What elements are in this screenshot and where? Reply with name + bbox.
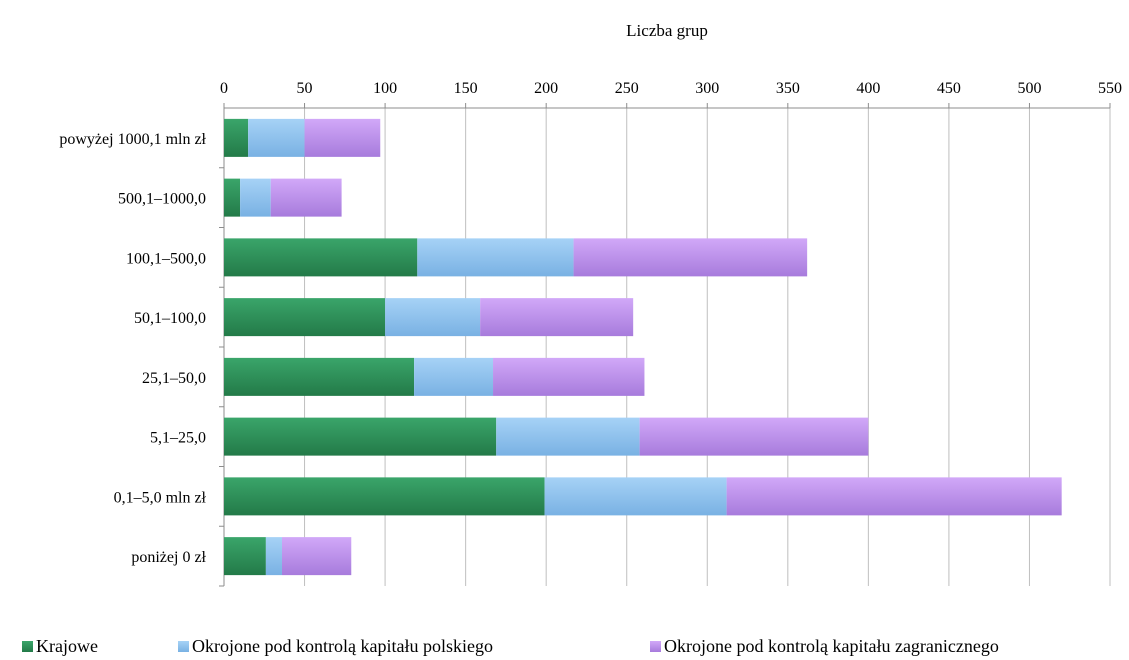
category-label: 100,1–500,0 (126, 250, 206, 267)
bar-segment (224, 477, 545, 516)
legend-label: Okrojone pod kontrolą kapitału polskiego (192, 636, 493, 656)
bar-segment (224, 118, 249, 157)
bar-segment (493, 357, 645, 396)
bar-segment (496, 417, 640, 456)
x-tick-label: 500 (1017, 80, 1041, 97)
x-tick-label: 400 (856, 80, 880, 97)
bar-segment (265, 537, 282, 576)
legend-item: Okrojone pod kontrolą kapitału polskiego (178, 636, 493, 656)
bar-segment (304, 118, 381, 157)
category-label: powyżej 1000,1 mln zł (59, 131, 206, 148)
x-tick-label: 250 (615, 80, 639, 97)
bar-segment (240, 178, 271, 217)
bar-segment (726, 477, 1062, 516)
bar-segment (414, 357, 494, 396)
legend-label: Krajowe (36, 636, 98, 656)
x-tick-label: 450 (937, 80, 961, 97)
bar-segment (224, 238, 418, 277)
legend-label: Okrojone pod kontrolą kapitału zagranicz… (664, 636, 999, 656)
category-label: 0,1–5,0 mln zł (114, 489, 207, 506)
bar-segment (385, 298, 481, 337)
bar-segment (224, 537, 266, 576)
bar-segment (544, 477, 727, 516)
x-tick-label: 0 (220, 80, 228, 97)
category-label: 500,1–1000,0 (118, 191, 206, 208)
y-axis-categories: powyżej 1000,1 mln zł 500,1–1000,0 100,1–5… (59, 131, 224, 587)
x-axis-ticks: 0 50 100 150 200 250 300 350 400 450 500 550 (220, 80, 1122, 108)
legend-item: Krajowe (22, 636, 98, 656)
legend: Krajowe Okrojone pod kontrolą kapitału po… (22, 636, 999, 656)
x-tick-label: 200 (534, 80, 558, 97)
category-label: 50,1–100,0 (134, 310, 206, 327)
bars (224, 118, 1062, 576)
x-tick-label: 350 (776, 80, 800, 97)
category-label: 25,1–50,0 (142, 370, 206, 387)
bar-segment (639, 417, 869, 456)
category-label: 5,1–25,0 (150, 430, 206, 447)
x-tick-label: 100 (373, 80, 397, 97)
bar-segment (224, 298, 386, 337)
legend-item: Okrojone pod kontrolą kapitału zagranicz… (650, 636, 999, 656)
category-label: poniżej 0 zł (131, 549, 206, 566)
bar-segment (270, 178, 342, 217)
x-tick-label: 50 (297, 80, 313, 97)
chart-title: Liczba grup (626, 21, 708, 40)
legend-swatch (178, 641, 189, 652)
x-tick-label: 550 (1098, 80, 1122, 97)
legend-swatch (650, 641, 661, 652)
x-tick-label: 150 (454, 80, 478, 97)
bar-segment (417, 238, 574, 277)
bar-segment (224, 417, 497, 456)
x-tick-label: 300 (695, 80, 719, 97)
bar-segment (573, 238, 808, 277)
bar-segment (281, 537, 352, 576)
bar-segment (224, 357, 415, 396)
legend-swatch (22, 641, 33, 652)
bar-segment (224, 178, 241, 217)
bar-segment (480, 298, 634, 337)
bar-segment (248, 118, 305, 157)
